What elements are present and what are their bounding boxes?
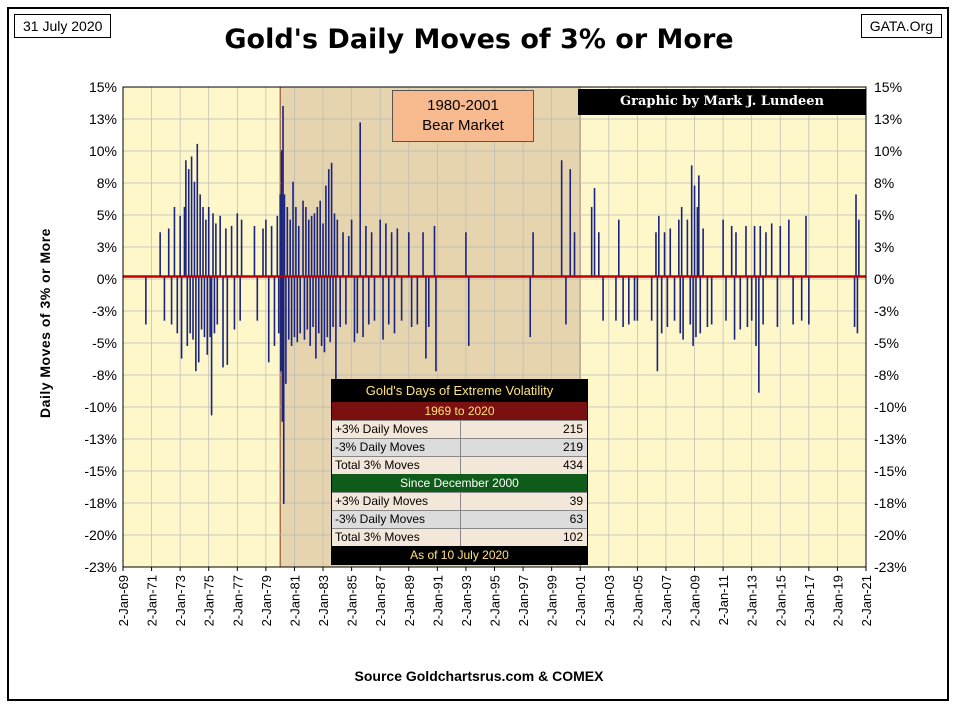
x-tick-label: 2-Jan-83 xyxy=(316,575,331,626)
y-tick-label-left: 0% xyxy=(97,271,117,287)
x-tick-label: 2-Jan-91 xyxy=(430,575,445,626)
y-tick-label-right: 5% xyxy=(874,207,894,223)
y-axis-label: Daily Moves of 3% or More xyxy=(37,228,53,418)
x-tick-label: 2-Jan-73 xyxy=(173,575,188,626)
y-tick-label-left: 15% xyxy=(89,79,117,95)
y-tick-label-right: 0% xyxy=(874,271,894,287)
stats-row: Total 3% Moves 102 xyxy=(332,528,587,546)
y-tick-label-left: 8% xyxy=(97,175,117,191)
y-tick-label-right: -10% xyxy=(874,399,907,415)
bear-market-text: Bear Market xyxy=(422,117,504,134)
date-label: 31 July 2020 xyxy=(14,14,112,38)
x-tick-label: 2-Jan-13 xyxy=(745,575,760,626)
x-tick-label: 2-Jan-15 xyxy=(773,575,788,626)
x-tick-label: 2-Jan-85 xyxy=(345,575,360,626)
y-tick-label-left: -5% xyxy=(92,335,117,351)
x-tick-label: 2-Jan-71 xyxy=(145,575,160,626)
y-tick-label-left: -3% xyxy=(92,303,117,319)
stats-row-label: +3% Daily Moves xyxy=(332,421,461,438)
y-tick-label-left: -10% xyxy=(84,399,117,415)
stats-row-value: 215 xyxy=(562,422,583,436)
y-tick-label-right: 8% xyxy=(874,175,894,191)
x-tick-label: 2-Jan-69 xyxy=(116,575,131,626)
x-tick-label: 2-Jan-95 xyxy=(488,575,503,626)
y-tick-label-right: -18% xyxy=(874,495,907,511)
stats-row-label: -3% Daily Moves xyxy=(332,511,461,528)
y-tick-label-right: -3% xyxy=(874,303,899,319)
stats-row-value: 102 xyxy=(562,530,583,544)
y-tick-label-right: -13% xyxy=(874,431,907,447)
stats-row-value: 219 xyxy=(562,440,583,454)
y-tick-label-left: 13% xyxy=(89,111,117,127)
site-label: GATA.Org xyxy=(860,14,942,38)
stats-row-label: Total 3% Moves xyxy=(332,529,461,546)
y-tick-label-right: -23% xyxy=(874,559,907,575)
x-tick-label: 2-Jan-05 xyxy=(630,575,645,626)
stats-row: Total 3% Moves 434 xyxy=(332,456,587,474)
y-tick-label-right: 13% xyxy=(874,111,902,127)
y-tick-label-left: -8% xyxy=(92,367,117,383)
y-tick-label-right: -20% xyxy=(874,527,907,543)
x-tick-label: 2-Jan-93 xyxy=(459,575,474,626)
x-tick-label: 2-Jan-07 xyxy=(659,575,674,626)
plot-border xyxy=(122,86,867,568)
credit-label: Graphic by Mark J. Lundeen xyxy=(578,89,866,115)
x-tick-label: 2-Jan-77 xyxy=(230,575,245,626)
stats-footer: As of 10 July 2020 xyxy=(332,546,587,564)
x-tick-label: 2-Jan-11 xyxy=(716,575,731,625)
x-tick-label: 2-Jan-17 xyxy=(802,575,817,626)
y-tick-label-left: -23% xyxy=(84,559,117,575)
x-tick-label: 2-Jan-01 xyxy=(573,575,588,626)
y-tick-label-right: 3% xyxy=(874,239,894,255)
bear-market-years: 1980-2001 xyxy=(427,97,499,114)
y-tick-label-left: 10% xyxy=(89,143,117,159)
y-tick-label-left: -20% xyxy=(84,527,117,543)
source-label: Source Goldchartsrus.com & COMEX xyxy=(354,668,604,684)
y-tick-label-left: -15% xyxy=(84,463,117,479)
y-tick-label-left: -13% xyxy=(84,431,117,447)
x-tick-label: 2-Jan-09 xyxy=(688,575,703,626)
y-tick-label-left: 3% xyxy=(97,239,117,255)
stats-row: +3% Daily Moves 215 xyxy=(332,420,587,438)
x-tick-label: 2-Jan-75 xyxy=(202,575,217,626)
y-tick-label-right: 15% xyxy=(874,79,902,95)
y-tick-label-left: 5% xyxy=(97,207,117,223)
y-tick-label-right: 10% xyxy=(874,143,902,159)
bear-market-label: 1980-2001 Bear Market xyxy=(392,90,534,142)
stats-row: -3% Daily Moves 219 xyxy=(332,438,587,456)
stats-row-label: -3% Daily Moves xyxy=(332,439,461,456)
stats-title: Gold's Days of Extreme Volatility xyxy=(332,380,587,402)
x-tick-label: 2-Jan-19 xyxy=(830,575,845,626)
x-tick-label: 2-Jan-81 xyxy=(287,575,302,626)
x-tick-label: 2-Jan-03 xyxy=(602,575,617,626)
x-tick-label: 2-Jan-79 xyxy=(259,575,274,626)
stats-row-value: 39 xyxy=(569,494,583,508)
stats-period-2: Since December 2000 xyxy=(332,474,587,492)
stats-row: +3% Daily Moves 39 xyxy=(332,492,587,510)
x-tick-label: 2-Jan-89 xyxy=(402,575,417,626)
y-tick-label-left: -18% xyxy=(84,495,117,511)
stats-row-value: 63 xyxy=(569,512,583,526)
stats-row-value: 434 xyxy=(562,458,583,472)
x-tick-label: 2-Jan-21 xyxy=(859,575,874,626)
stats-row: -3% Daily Moves 63 xyxy=(332,510,587,528)
stats-row-label: +3% Daily Moves xyxy=(332,493,461,510)
x-tick-label: 2-Jan-97 xyxy=(516,575,531,626)
y-tick-label-right: -5% xyxy=(874,335,899,351)
x-tick-label: 2-Jan-99 xyxy=(545,575,560,626)
chart-title: Gold's Daily Moves of 3% or More xyxy=(224,24,734,55)
volatility-stats-table: Gold's Days of Extreme Volatility 1969 t… xyxy=(331,379,588,565)
y-tick-label-right: -15% xyxy=(874,463,907,479)
stats-row-label: Total 3% Moves xyxy=(332,457,461,474)
x-tick-label: 2-Jan-87 xyxy=(373,575,388,626)
stats-period-1: 1969 to 2020 xyxy=(332,402,587,420)
y-tick-label-right: -8% xyxy=(874,367,899,383)
